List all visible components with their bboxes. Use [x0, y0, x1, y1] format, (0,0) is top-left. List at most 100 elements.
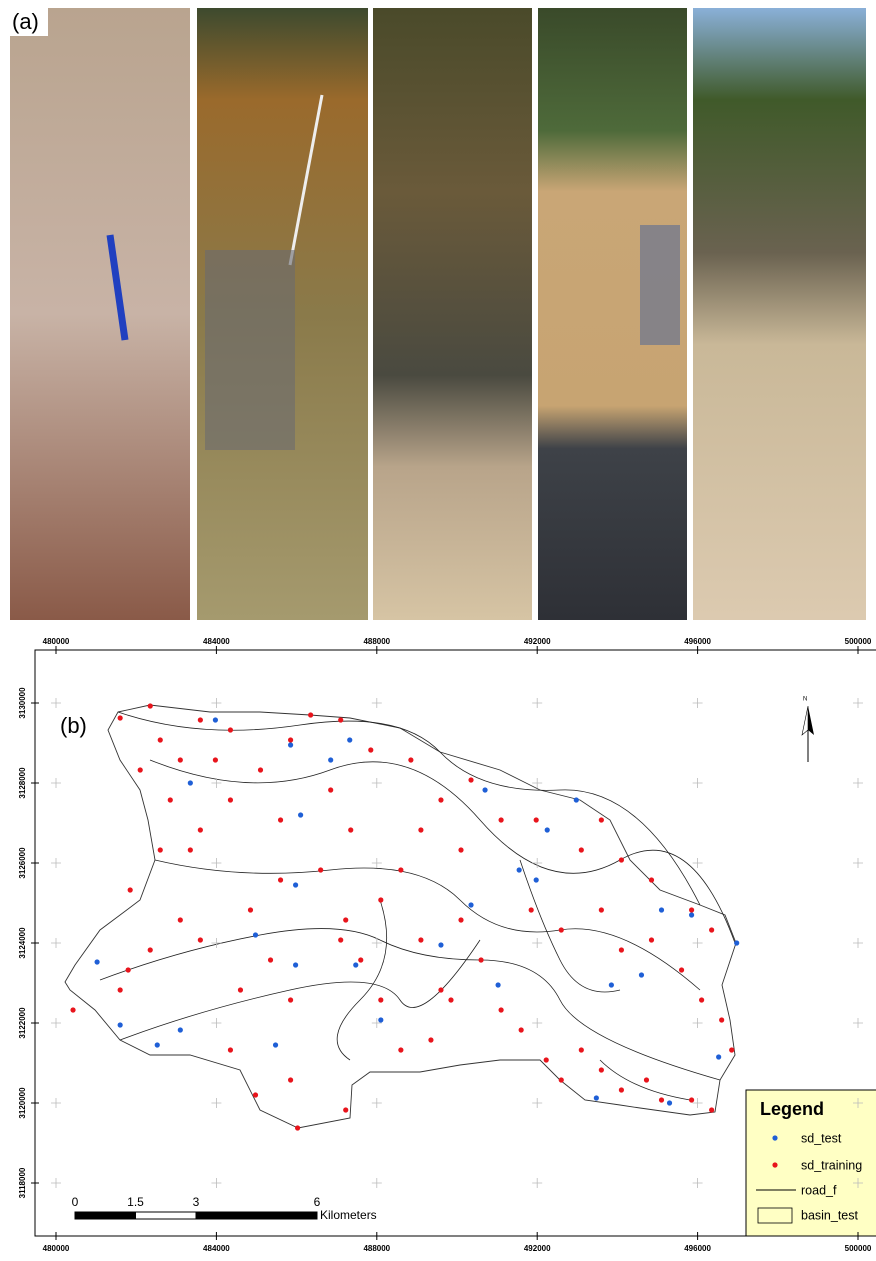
sample-point — [228, 797, 233, 802]
sample-point — [158, 737, 163, 742]
sample-point — [213, 717, 218, 722]
legend-title: Legend — [760, 1099, 824, 1119]
sample-point — [468, 902, 473, 907]
panel-label: (a) — [12, 9, 39, 34]
sample-point — [579, 1047, 584, 1052]
sample-point — [579, 847, 584, 852]
sample-point — [126, 967, 131, 972]
scale-unit: Kilometers — [320, 1208, 377, 1222]
sample-point — [574, 797, 579, 802]
scale-label: 6 — [314, 1195, 321, 1209]
photo — [10, 8, 190, 620]
sample-point — [228, 1047, 233, 1052]
sample-point — [649, 877, 654, 882]
sample-point — [343, 917, 348, 922]
sample-point — [438, 942, 443, 947]
sample-point — [667, 1100, 672, 1105]
sample-point — [328, 757, 333, 762]
sample-point — [699, 997, 704, 1002]
sample-point — [716, 1054, 721, 1059]
y-tick-label: 3124000 — [18, 927, 27, 959]
sample-point — [278, 817, 283, 822]
person — [640, 225, 680, 345]
sample-point — [659, 907, 664, 912]
sample-point — [178, 917, 183, 922]
sample-point — [268, 957, 273, 962]
sample-point — [659, 1097, 664, 1102]
sample-point — [238, 987, 243, 992]
x-tick-label: 484000 — [203, 1244, 230, 1253]
sample-point — [295, 1125, 300, 1130]
sample-point — [689, 907, 694, 912]
sample-point — [213, 757, 218, 762]
x-tick-label: 480000 — [43, 637, 70, 646]
sample-point — [293, 962, 298, 967]
y-tick-label: 3130000 — [18, 687, 27, 719]
scale-segment — [196, 1212, 317, 1219]
sample-point — [148, 703, 153, 708]
sample-point — [398, 867, 403, 872]
sample-point — [599, 1067, 604, 1072]
sample-point — [644, 1077, 649, 1082]
sample-point — [258, 767, 263, 772]
scale-segment — [136, 1212, 197, 1219]
sample-point — [438, 987, 443, 992]
sample-point — [544, 1057, 549, 1062]
sample-point — [353, 962, 358, 967]
sample-point — [594, 1095, 599, 1100]
sample-point — [253, 1092, 258, 1097]
sample-point — [178, 1027, 183, 1032]
sample-point — [599, 907, 604, 912]
sample-point — [338, 937, 343, 942]
x-tick-label: 500000 — [845, 637, 872, 646]
sample-point — [288, 1077, 293, 1082]
x-tick-label: 500000 — [845, 1244, 872, 1253]
sample-point — [619, 947, 624, 952]
x-tick-label: 480000 — [43, 1244, 70, 1253]
sample-point — [468, 777, 473, 782]
sample-point — [719, 1017, 724, 1022]
sample-point — [428, 1037, 433, 1042]
sample-point — [155, 1042, 160, 1047]
sample-point — [158, 847, 163, 852]
y-tick-label: 3128000 — [18, 767, 27, 799]
sample-point — [599, 817, 604, 822]
panel-label: (b) — [60, 713, 87, 738]
person — [205, 250, 295, 450]
sample-point — [378, 897, 383, 902]
sample-point — [458, 847, 463, 852]
sample-point — [559, 927, 564, 932]
sample-point — [347, 737, 352, 742]
sample-point — [128, 887, 133, 892]
sample-point — [689, 1097, 694, 1102]
sample-point — [534, 877, 539, 882]
sample-point — [198, 937, 203, 942]
legend-swatch — [772, 1135, 777, 1140]
sample-point — [118, 1022, 123, 1027]
sample-point — [378, 997, 383, 1002]
legend-label: basin_test — [801, 1208, 859, 1222]
sample-point — [649, 937, 654, 942]
sample-point — [308, 712, 313, 717]
sample-point — [534, 817, 539, 822]
legend-swatch — [772, 1162, 777, 1167]
sample-point — [398, 1047, 403, 1052]
y-tick-label: 3126000 — [18, 847, 27, 879]
sample-point — [198, 717, 203, 722]
sample-point — [619, 1087, 624, 1092]
sample-point — [348, 827, 353, 832]
sample-point — [709, 927, 714, 932]
sample-point — [298, 812, 303, 817]
sample-point — [639, 972, 644, 977]
sample-point — [118, 715, 123, 720]
scale-label: 1.5 — [127, 1195, 144, 1209]
sample-point — [517, 867, 522, 872]
legend-label: sd_training — [801, 1158, 862, 1172]
sample-point — [482, 787, 487, 792]
sample-point — [188, 847, 193, 852]
photo — [373, 8, 532, 620]
sample-point — [253, 932, 258, 937]
sample-point — [288, 997, 293, 1002]
x-tick-label: 496000 — [684, 1244, 711, 1253]
y-tick-label: 3120000 — [18, 1087, 27, 1119]
